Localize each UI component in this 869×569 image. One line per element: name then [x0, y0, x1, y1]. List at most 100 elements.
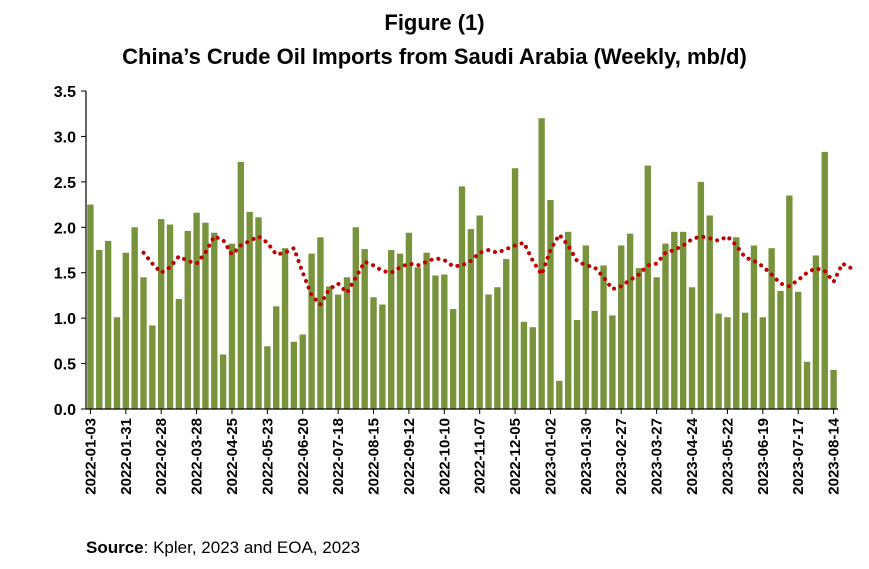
- axes: [85, 91, 838, 410]
- bar: [679, 231, 687, 409]
- bar: [255, 217, 262, 409]
- bar: [273, 306, 280, 409]
- bar: [750, 245, 758, 409]
- bar: [281, 248, 289, 409]
- x-tick-label: 2022-04-25: [224, 418, 241, 495]
- source-label: Source: [86, 538, 144, 557]
- bar: [264, 346, 271, 409]
- bar: [405, 232, 413, 409]
- bar: [556, 380, 563, 409]
- y-tick-label: 3.0: [54, 129, 76, 146]
- bar: [812, 255, 820, 409]
- x-tick-label: 2022-03-28: [189, 418, 206, 495]
- bar: [104, 240, 112, 409]
- bar: [113, 317, 121, 409]
- bars-series: [87, 118, 837, 410]
- bar: [370, 297, 377, 409]
- y-tick-label: 3.5: [54, 84, 76, 101]
- bar: [715, 313, 722, 409]
- moving-average-line-path: [141, 231, 854, 308]
- bar: [706, 215, 713, 409]
- x-tick-label: 2023-08-14: [826, 417, 843, 494]
- y-tick-label: 1.5: [54, 266, 76, 283]
- bar: [759, 317, 766, 409]
- x-tick-label: 2022-01-03: [82, 418, 99, 495]
- bar: [573, 319, 581, 409]
- bar: [697, 181, 705, 409]
- bar: [246, 211, 253, 409]
- bar: [688, 287, 696, 409]
- bar: [467, 229, 475, 409]
- chart-title: Figure (1): [384, 10, 485, 35]
- bar: [777, 290, 784, 409]
- x-tick-label: 2022-05-23: [259, 418, 276, 495]
- bar: [334, 294, 342, 409]
- bar: [219, 354, 227, 409]
- bar: [529, 327, 536, 409]
- source-text: : Kpler, 2023 and EOA, 2023: [143, 538, 361, 557]
- bar: [290, 341, 298, 409]
- bar: [423, 252, 430, 409]
- bar: [202, 222, 209, 409]
- bar: [644, 165, 651, 409]
- bar: [494, 287, 501, 409]
- x-tick-label: 2022-09-12: [401, 418, 418, 495]
- x-tick-label: 2023-06-19: [755, 418, 772, 495]
- x-tick-label: 2022-01-31: [118, 418, 135, 495]
- bar: [618, 245, 625, 409]
- bar: [396, 253, 404, 409]
- x-tick-label: 2023-05-22: [719, 418, 736, 495]
- y-tick-label: 2.5: [54, 175, 76, 192]
- x-tick-label: 2022-11-07: [472, 418, 489, 494]
- bar: [591, 310, 598, 409]
- x-tick-label: 2023-01-02: [543, 418, 560, 495]
- bar: [520, 321, 528, 409]
- bar: [458, 186, 466, 409]
- bar: [626, 233, 634, 409]
- bar: [388, 250, 395, 409]
- bar: [149, 325, 156, 409]
- bar: [653, 277, 660, 409]
- x-tick-label: 2022-12-05: [507, 418, 524, 495]
- bar: [795, 291, 802, 409]
- bar: [326, 286, 333, 409]
- bar: [299, 334, 306, 409]
- y-tick-label: 1.0: [54, 311, 76, 328]
- bar: [166, 224, 174, 409]
- bar: [184, 230, 191, 409]
- bar: [193, 212, 200, 409]
- x-tick-label: 2022-02-28: [153, 418, 170, 495]
- bar: [476, 215, 483, 409]
- bar: [724, 317, 731, 409]
- bar: [635, 268, 643, 409]
- bar: [131, 227, 138, 409]
- x-tick-label: 2023-07-17: [790, 418, 807, 495]
- bar: [609, 315, 616, 409]
- bar: [379, 304, 386, 409]
- bar: [503, 259, 510, 409]
- bar: [140, 277, 147, 409]
- bar: [768, 248, 775, 409]
- bar: [600, 265, 607, 409]
- y-tick-label: 0.5: [54, 357, 76, 374]
- bar: [361, 249, 368, 409]
- bar: [485, 294, 492, 409]
- x-tick-label: 2022-08-15: [366, 418, 383, 495]
- moving-average-line: [141, 231, 854, 308]
- chart-subtitle: China’s Crude Oil Imports from Saudi Ara…: [122, 44, 747, 69]
- bar: [662, 243, 669, 409]
- bar: [582, 245, 590, 409]
- bar: [733, 237, 740, 409]
- bar: [786, 195, 793, 409]
- x-tick-label: 2022-06-20: [295, 418, 312, 495]
- x-axis-ticks: 2022-01-03 2022-01-31 2022-02-28 2022-03-28…: [82, 409, 843, 495]
- x-tick-label: 2023-03-27: [649, 418, 666, 495]
- bar: [158, 219, 165, 409]
- bar: [432, 275, 439, 409]
- y-axis-ticks: 0.0 0.5 1.0 1.5 2.0 2.5 3.0 3.5: [54, 84, 86, 419]
- bar: [821, 151, 828, 410]
- bar: [317, 237, 324, 409]
- bar: [564, 231, 572, 409]
- y-tick-label: 2.0: [54, 220, 76, 237]
